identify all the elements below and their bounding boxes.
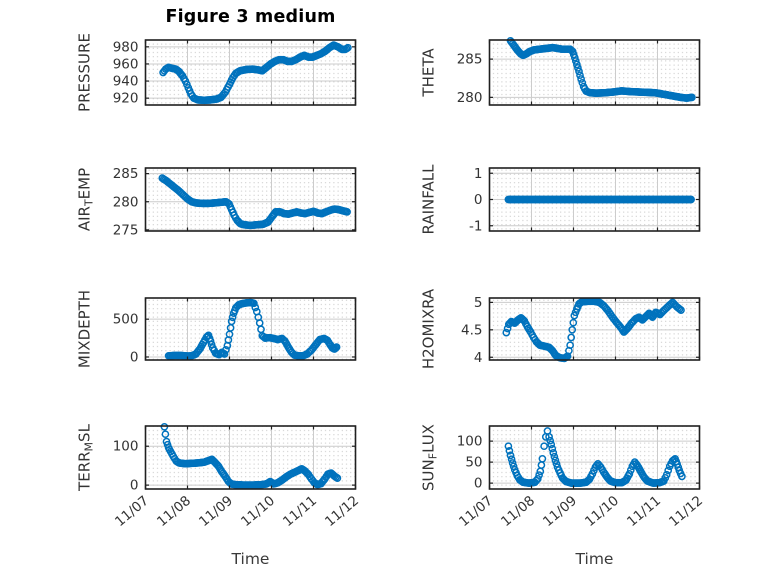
theta-ytick-label: 280	[457, 90, 483, 106]
mixdepth-ytick-label: 0	[130, 349, 139, 365]
panel-terr-msl: 0 100 TERRMSL 11/07 11/08 11/09 11/10 11/11 11/1…	[76, 422, 362, 530]
rainfall-series	[504, 195, 695, 204]
theta-ytick-label: 285	[457, 52, 483, 68]
sun-flux-series	[504, 427, 686, 487]
sun-flux-ytick-label: 0	[474, 476, 483, 492]
minor-grid	[145, 168, 356, 231]
terr-msl-series	[160, 422, 342, 489]
axes-box	[488, 39, 701, 106]
x-tick-label-11-11: 11/11	[280, 493, 320, 530]
pressure-y-axis-label: PRESSURE	[76, 33, 94, 112]
h2omixra-ytick-label: 4.5	[461, 322, 482, 338]
axes-box	[144, 297, 357, 361]
h2omixra-ytick-label: 5	[474, 295, 483, 311]
x-tick-label-11-12: 11/12	[666, 493, 706, 530]
air-temp-ytick-label: 285	[113, 166, 139, 182]
x-tick-label-11-07: 11/07	[112, 493, 152, 530]
air-temp-ytick-label: 280	[113, 194, 139, 210]
x-tick-label-11-09: 11/09	[196, 493, 236, 530]
axes-box	[144, 39, 357, 106]
panel-sun-flux: 0 50 100 SUNFLUX 11/07 11/08 11/09 11/10 11/11 11…	[420, 424, 707, 530]
minor-grid	[145, 298, 356, 360]
terr-msl-ytick-label: 100	[113, 439, 139, 455]
panel-air-temp: 275 280 285 AIRTEMP	[76, 166, 357, 238]
x-tick-label-11-11: 11/11	[624, 493, 664, 530]
x-tick-label-11-10: 11/10	[582, 493, 622, 530]
pressure-ytick-label: 960	[113, 56, 139, 72]
panel-h2omixra: 4 4.5 5 H2OMIXRA	[420, 288, 701, 369]
x-tick-label-11-10: 11/10	[238, 493, 278, 530]
major-grid	[145, 298, 356, 360]
x-axis-label-left: Time	[231, 550, 270, 568]
tick-marks	[144, 168, 357, 231]
tick-marks	[144, 40, 357, 105]
h2omixra-ytick-label: 4	[474, 350, 483, 366]
x-tick-label-11-08: 11/08	[498, 493, 538, 530]
major-grid	[145, 40, 356, 105]
rainfall-ytick-label: -1	[469, 218, 482, 234]
pressure-ytick-label: 980	[113, 39, 139, 55]
pressure-ytick-label: 940	[113, 74, 139, 90]
rainfall-y-axis-label: RAINFALL	[420, 164, 438, 235]
theta-series	[506, 36, 696, 102]
x-tick-label-11-08: 11/08	[154, 493, 194, 530]
figure-title: Figure 3 medium	[165, 7, 336, 27]
air-temp-ytick-label: 275	[113, 222, 139, 238]
mixdepth-y-axis-label: MIXDEPTH	[76, 290, 94, 368]
tick-marks	[144, 426, 357, 489]
x-tick-label-11-07: 11/07	[456, 493, 496, 530]
rainfall-ytick-label: 1	[474, 166, 483, 182]
mixdepth-ytick-label: 500	[113, 312, 139, 328]
tick-marks	[144, 298, 357, 360]
x-tick-label-11-12: 11/12	[322, 493, 362, 530]
axes-box	[144, 167, 357, 232]
tick-marks	[488, 426, 701, 489]
panel-mixdepth: 0 500 MIXDEPTH	[76, 290, 357, 368]
theta-y-axis-label: THETA	[420, 48, 438, 98]
air-temp-series	[158, 174, 351, 230]
axes-box	[144, 425, 357, 490]
tick-marks	[488, 298, 701, 360]
panel-rainfall: -1 0 1 RAINFALL	[420, 164, 701, 235]
sun-flux-ytick-label: 100	[457, 434, 483, 450]
x-axis-label-right: Time	[575, 550, 614, 568]
rainfall-ytick-label: 0	[474, 192, 483, 208]
tick-marks	[488, 168, 701, 231]
major-grid	[145, 168, 356, 231]
axes-box	[488, 425, 701, 490]
pressure-ytick-label: 920	[113, 91, 139, 107]
tick-marks	[488, 40, 701, 105]
terr-msl-ytick-label: 0	[130, 478, 139, 494]
panel-theta: 280 285 THETA	[420, 36, 701, 106]
x-tick-label-11-09: 11/09	[540, 493, 580, 530]
mixdepth-series	[164, 298, 341, 360]
sun-flux-y-axis-label: SUNFLUX	[420, 424, 440, 491]
sun-flux-ytick-label: 50	[465, 455, 482, 471]
pressure-series	[159, 41, 352, 105]
air-temp-y-axis-label: AIRTEMP	[76, 168, 96, 231]
axes-box	[488, 297, 701, 361]
terr-msl-y-axis-label: TERRMSL	[76, 423, 96, 492]
h2omixra-y-axis-label: H2OMIXRA	[420, 288, 438, 369]
